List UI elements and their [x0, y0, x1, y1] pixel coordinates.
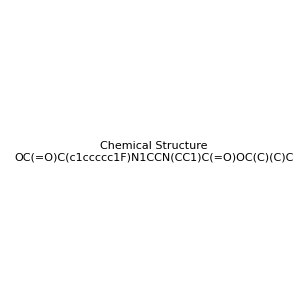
Text: Chemical Structure
OC(=O)C(c1ccccc1F)N1CCN(CC1)C(=O)OC(C)(C)C: Chemical Structure OC(=O)C(c1ccccc1F)N1C…: [14, 141, 293, 162]
